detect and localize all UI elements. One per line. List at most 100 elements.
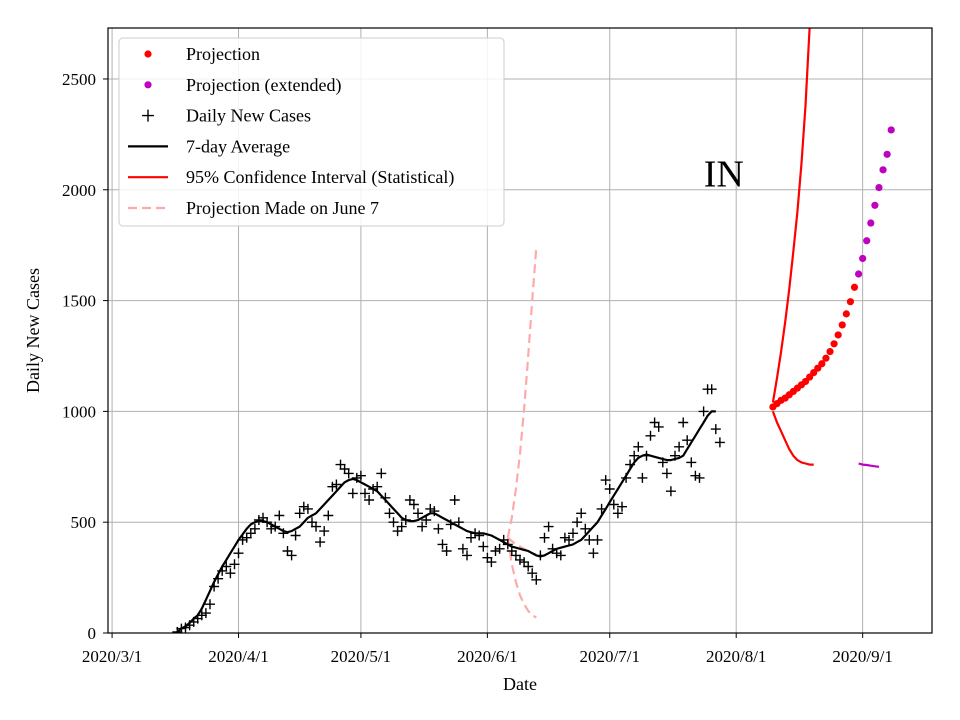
state-label: IN bbox=[704, 153, 744, 195]
legend-label: 95% Confidence Interval (Statistical) bbox=[186, 167, 454, 188]
projection-extended-point bbox=[867, 219, 875, 227]
legend-box bbox=[118, 37, 505, 227]
legend-item: Projection Made on June 7 bbox=[128, 198, 379, 218]
daily-case-marker bbox=[519, 557, 530, 568]
daily-case-marker bbox=[245, 528, 256, 539]
daily-case-marker bbox=[466, 532, 476, 543]
daily-case-marker bbox=[645, 430, 656, 441]
ci-lower-line bbox=[771, 411, 814, 466]
legend-item: Projection bbox=[144, 44, 260, 64]
projection-extended-point bbox=[854, 270, 863, 278]
daily-case-marker bbox=[449, 495, 460, 505]
daily-case-marker bbox=[653, 421, 664, 432]
daily-case-marker bbox=[527, 568, 538, 579]
daily-case-marker bbox=[604, 484, 615, 494]
daily-case-marker bbox=[388, 517, 399, 528]
daily-case-marker bbox=[331, 479, 342, 490]
legend-item: 7-day Average bbox=[128, 136, 290, 156]
projection-extended-point bbox=[863, 237, 871, 245]
legend-item: 95% Confidence Interval (Statistical) bbox=[128, 167, 454, 188]
daily-case-marker bbox=[315, 537, 326, 548]
projection-extended-point bbox=[883, 150, 891, 158]
daily-case-marker bbox=[376, 468, 387, 479]
daily-case-marker bbox=[462, 550, 472, 561]
daily-case-marker bbox=[674, 441, 685, 452]
x-tick-label: 2020/9/1 bbox=[832, 647, 892, 666]
daily-case-marker bbox=[457, 543, 468, 554]
projection-point bbox=[834, 331, 842, 339]
daily-case-marker bbox=[355, 470, 366, 481]
x-tick-label: 2020/3/1 bbox=[82, 647, 142, 666]
plot-series bbox=[172, 28, 895, 633]
daily-case-marker bbox=[580, 523, 591, 534]
daily-case-marker bbox=[515, 554, 525, 565]
projection-point bbox=[830, 340, 838, 348]
axis-ticks: 2020/3/1 2020/4/1 2020/5/1 2020/6/1 2020/7/1… bbox=[62, 70, 893, 666]
daily-case-marker bbox=[531, 574, 542, 585]
daily-case-marker bbox=[413, 508, 423, 519]
daily-case-marker bbox=[510, 550, 521, 561]
daily-case-marker bbox=[714, 437, 725, 448]
daily-case-marker bbox=[694, 472, 705, 483]
daily-case-marker bbox=[698, 406, 709, 417]
daily-case-marker bbox=[302, 503, 313, 514]
daily-case-marker bbox=[233, 548, 244, 559]
june7-projection-line bbox=[506, 537, 537, 619]
x-tick-label: 2020/8/1 bbox=[706, 647, 766, 666]
daily-case-marker bbox=[617, 501, 627, 512]
daily-case-marker bbox=[649, 417, 660, 428]
x-tick-label: 2020/7/1 bbox=[580, 647, 640, 666]
legend: Projection Projection (extended) Daily New… bbox=[118, 37, 505, 227]
x-tick-label: 2020/6/1 bbox=[457, 647, 517, 666]
daily-case-marker bbox=[682, 435, 693, 446]
daily-case-marker bbox=[637, 472, 648, 483]
daily-case-marker bbox=[572, 517, 583, 528]
daily-case-marker bbox=[474, 530, 485, 541]
projection-extended-point bbox=[875, 183, 883, 192]
legend-label: Projection (extended) bbox=[186, 75, 341, 96]
daily-case-marker bbox=[433, 523, 444, 534]
daily-case-marker bbox=[592, 534, 603, 545]
daily-case-marker bbox=[490, 546, 501, 556]
daily-case-marker bbox=[559, 532, 570, 543]
daily-case-marker bbox=[437, 539, 448, 550]
y-tick-label: 2000 bbox=[62, 181, 96, 200]
y-tick-label: 1000 bbox=[62, 402, 96, 421]
projection-point bbox=[822, 354, 830, 362]
daily-case-marker bbox=[665, 486, 676, 497]
projection-point bbox=[826, 347, 834, 356]
daily-case-marker bbox=[205, 599, 215, 610]
projection-extended-point bbox=[871, 201, 879, 209]
x-tick-label: 2020/5/1 bbox=[331, 647, 391, 666]
daily-case-marker bbox=[249, 523, 260, 534]
legend-label: Projection bbox=[186, 44, 260, 64]
ci-upper-line bbox=[771, 28, 811, 403]
projection-point bbox=[850, 283, 859, 291]
daily-case-marker bbox=[298, 501, 309, 512]
daily-case-marker bbox=[576, 508, 587, 519]
daily-case-marker bbox=[200, 608, 211, 619]
daily-case-marker bbox=[294, 508, 305, 519]
daily-case-marker bbox=[408, 499, 419, 510]
daily-case-marker bbox=[339, 464, 350, 474]
daily-case-marker bbox=[323, 510, 334, 521]
daily-case-marker bbox=[706, 384, 717, 395]
daily-case-marker bbox=[347, 488, 358, 499]
projection-extended-point bbox=[887, 126, 895, 134]
daily-case-marker bbox=[384, 508, 395, 519]
daily-case-marker bbox=[335, 459, 346, 470]
daily-case-marker bbox=[588, 548, 599, 559]
june7-projection-line bbox=[506, 247, 538, 538]
daily-case-marker bbox=[600, 475, 611, 486]
daily-case-marker bbox=[417, 521, 428, 532]
daily-case-marker bbox=[494, 543, 505, 554]
legend-label: Projection Made on June 7 bbox=[186, 198, 379, 218]
daily-case-marker bbox=[690, 470, 701, 481]
projection-point bbox=[838, 321, 846, 329]
daily-case-marker bbox=[319, 526, 330, 537]
daily-case-marker bbox=[710, 424, 721, 435]
daily-case-marker bbox=[608, 499, 619, 510]
daily-case-marker bbox=[343, 468, 354, 479]
projection-point bbox=[846, 298, 855, 306]
